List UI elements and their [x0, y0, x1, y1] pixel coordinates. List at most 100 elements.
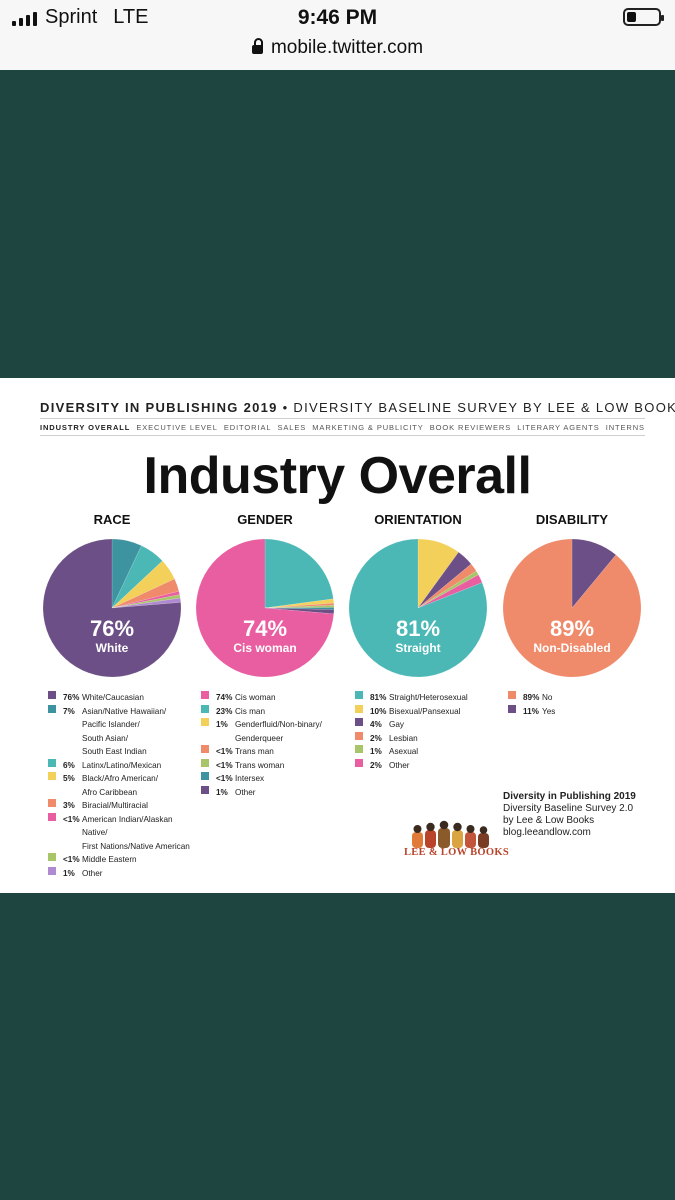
page-title: Industry Overall: [143, 447, 532, 505]
header-title-rest: • DIVERSITY BASELINE SURVEY BY LEE & LOW…: [282, 400, 675, 415]
gender-legend: 74% Cis woman 23% Cis man 1% Genderfluid/Non-…: [201, 691, 351, 799]
legend-label: Asexual: [389, 747, 419, 756]
legend-label: Intersex: [235, 774, 265, 783]
legend-item: 74% Cis woman: [201, 691, 351, 705]
nav-item: BOOK REVIEWERS: [429, 423, 512, 432]
credit-line: Diversity Baseline Survey 2.0: [503, 803, 634, 814]
legend-swatch: [355, 691, 363, 699]
legend-item: 2% Lesbian: [355, 731, 505, 746]
legend-item: <1% Middle Eastern: [48, 853, 198, 867]
legend-item: 1% Other: [201, 785, 351, 800]
race-slice: [111, 578, 180, 609]
legend-item: 1% Other: [48, 866, 198, 881]
orientation-slice: [417, 551, 472, 609]
legend-item: 5% Black/Afro American/Afro Caribbean: [48, 772, 198, 799]
legend-label: Other: [389, 760, 410, 770]
legend-label: American Indian/Alaskan Native/First Nat…: [82, 814, 190, 851]
legend-label: Genderfluid/Non-binary/Genderqueer: [235, 720, 322, 743]
orientation-slice: [417, 574, 483, 609]
nav-item: INTERNS: [605, 423, 645, 432]
signal-icon: [12, 10, 37, 26]
legend-label: Yes: [542, 706, 556, 716]
nav-item: SALES: [277, 423, 307, 432]
gender-slice: [264, 538, 334, 609]
legend-percent: 76%: [63, 693, 80, 702]
status-bar: Sprint LTE 9:46 PM mobile.twitter.com: [0, 0, 675, 70]
legend-percent: 74%: [216, 693, 233, 702]
race-slice: [111, 594, 181, 609]
legend-item: 1% Asexual: [355, 745, 505, 759]
nav-item: EXECUTIVE LEVEL: [136, 423, 218, 432]
credit-title: Diversity in Publishing 2019: [503, 791, 636, 802]
header-divider: [40, 418, 645, 419]
nav-item: MARKETING & PUBLICITY: [312, 423, 424, 432]
legend-percent: 23%: [216, 706, 233, 716]
legend-item: 76% White/Caucasian: [48, 691, 198, 705]
nav-item: INDUSTRY OVERALL: [40, 423, 131, 432]
logo-text: LEE & LOW BOOKS: [404, 847, 509, 858]
legend-swatch: [48, 772, 56, 780]
legend-item: 7% Asian/Native Hawaiian/Pacific Islander…: [48, 704, 198, 759]
legend-item: 81% Straight/Heterosexual: [355, 691, 505, 705]
race-pie-chart: [42, 538, 182, 678]
legend-label: White/Caucasian: [82, 693, 144, 702]
legend-percent: <1%: [63, 855, 80, 864]
network-type: LTE: [113, 6, 149, 28]
disability-pie-chart: [502, 538, 642, 678]
legend-item: 2% Other: [355, 758, 505, 773]
legend-swatch: [508, 691, 516, 699]
header-title-bold: DIVERSITY IN PUBLISHING 2019: [40, 400, 278, 415]
legend-swatch: [201, 745, 209, 753]
legend-label: Other: [82, 868, 103, 878]
legend-item: 10% Bisexual/Pansexual: [355, 704, 505, 719]
carrier-name: Sprint: [45, 6, 98, 28]
orientation-center-label: Straight: [395, 641, 441, 655]
orientation-pie-title: ORIENTATION: [374, 512, 462, 527]
legend-percent: 81%: [370, 693, 387, 702]
orientation-pie-chart: [348, 538, 488, 678]
address-bar[interactable]: mobile.twitter.com: [0, 37, 675, 59]
legend-swatch: [355, 745, 363, 753]
race-slice: [111, 597, 181, 609]
legend-swatch: [48, 866, 56, 875]
legend-swatch: [355, 718, 363, 726]
legend-swatch: [201, 772, 209, 780]
legend-percent: 6%: [63, 760, 75, 770]
legend-item: 1% Genderfluid/Non-binary/Genderqueer: [201, 718, 351, 745]
legend-percent: 89%: [523, 693, 540, 702]
credit-block: Diversity in Publishing 2019 Diversity B…: [503, 791, 636, 839]
infographic-image[interactable]: DIVERSITY IN PUBLISHING 2019 • DIVERSITY…: [0, 378, 675, 893]
race-slice: [42, 538, 182, 678]
legend-percent: 5%: [63, 774, 75, 783]
legend-percent: 4%: [370, 720, 382, 729]
legend-swatch: [508, 704, 516, 713]
legend-swatch: [48, 812, 56, 821]
legend-swatch: [48, 691, 56, 699]
status-left: Sprint LTE: [12, 6, 148, 29]
nav-divider: [40, 435, 645, 436]
legend-swatch: [201, 785, 209, 794]
legend-item: <1% American Indian/Alaskan Native/First …: [48, 812, 198, 854]
legend-label: No: [542, 693, 553, 702]
legend-percent: <1%: [216, 774, 233, 783]
legend-label: Black/Afro American/Afro Caribbean: [82, 774, 158, 797]
disability-slice: [571, 538, 617, 609]
legend-swatch: [201, 758, 209, 767]
battery-icon: [623, 8, 664, 26]
race-slice: [111, 590, 180, 609]
disability-center-label: Non-Disabled: [533, 641, 611, 655]
legend-percent: 2%: [370, 733, 382, 743]
category-nav: INDUSTRY OVERALL EXECUTIVE LEVEL EDITORIAL…: [40, 423, 645, 432]
legend-item: 4% Gay: [355, 718, 505, 732]
race-center-value: 76%: [89, 616, 135, 641]
legend-label: Gay: [389, 720, 405, 729]
legend-label: Asian/Native Hawaiian/Pacific Islander/S…: [82, 706, 167, 757]
legend-swatch: [355, 731, 363, 740]
url-text: mobile.twitter.com: [270, 37, 424, 58]
legend-swatch: [201, 718, 209, 726]
gender-center-value: 74%: [242, 616, 288, 641]
nav-item: LITERARY AGENTS: [517, 423, 600, 432]
legend-swatch: [48, 758, 56, 767]
legend-item: <1% Intersex: [201, 772, 351, 786]
legend-item: 11% Yes: [508, 704, 638, 719]
